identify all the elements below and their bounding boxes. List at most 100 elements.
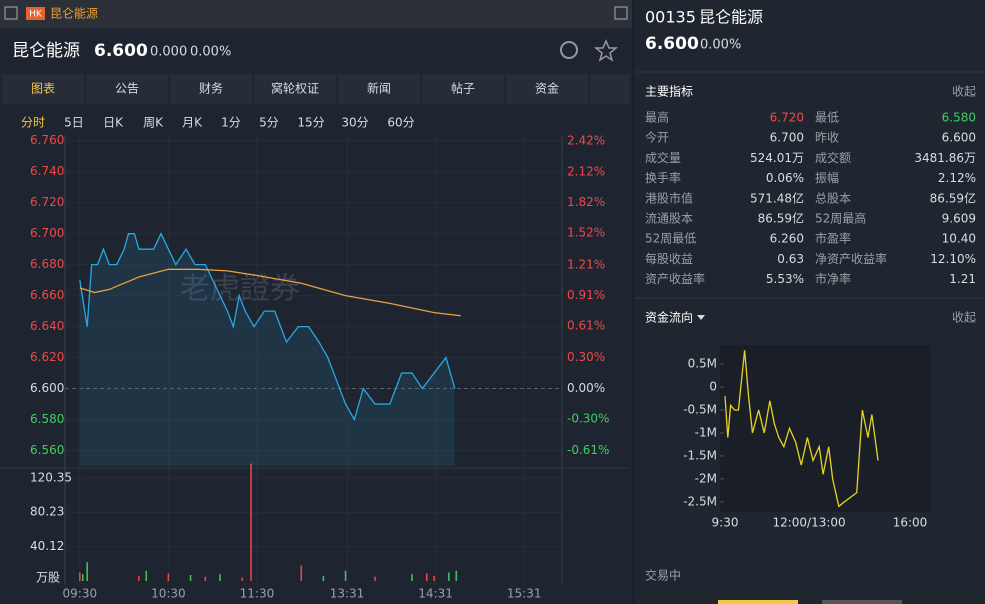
tab-label[interactable]: 帖子	[451, 81, 475, 96]
y-tick-label: 6.740	[30, 164, 64, 178]
y-tick-label: 6.680	[30, 257, 64, 271]
tab-label[interactable]: 资金	[535, 81, 559, 96]
period-option[interactable]: 分时	[21, 116, 45, 130]
x-tick-label: 9:30	[712, 516, 739, 530]
y2-tick-label: 0.91%	[567, 288, 605, 302]
indicator-value: 571.48亿	[750, 190, 804, 205]
x-tick-label: 13:31	[330, 587, 365, 601]
y2-tick-label: 1.82%	[567, 195, 605, 209]
panel-icon[interactable]	[4, 6, 18, 20]
indicator-value: 0.63	[777, 252, 804, 266]
y2-tick-label: 1.21%	[567, 257, 605, 271]
y-tick-label: 6.720	[30, 195, 64, 209]
indicator-label: 52周最低	[645, 232, 696, 246]
x-tick-label: 15:31	[507, 587, 542, 601]
average-line	[79, 268, 461, 317]
tab-title[interactable]: 昆仑能源	[50, 7, 98, 21]
y2-tick-label: -0.61%	[567, 443, 609, 457]
volume-bar	[250, 463, 252, 581]
tab-button[interactable]	[86, 74, 168, 104]
indicator-label: 市净率	[815, 271, 851, 286]
x-tick-label: 16:00	[893, 516, 928, 530]
y-tick-label: 0	[709, 380, 717, 394]
indicator-value: 0.06%	[766, 171, 804, 185]
tab-label[interactable]: 财务	[199, 81, 223, 96]
panel-icon[interactable]	[614, 6, 628, 20]
indicator-value: 9.609	[942, 212, 976, 226]
period-option[interactable]: 60分	[387, 116, 414, 130]
period-option[interactable]: 5日	[64, 116, 84, 130]
indicator-value: 6.600	[942, 131, 976, 145]
tab-button[interactable]	[2, 74, 84, 104]
badge	[26, 7, 45, 20]
volume-bar	[322, 575, 325, 581]
tab-button[interactable]	[170, 74, 252, 104]
indicator-label: 资产收益率	[645, 271, 705, 286]
indicator-value: 1.21	[949, 272, 976, 286]
stock-name: 昆仑能源	[12, 41, 80, 61]
tab-button[interactable]	[338, 74, 420, 104]
period-option[interactable]: 周K	[143, 116, 164, 130]
volume-bar	[241, 577, 244, 581]
volume-bar	[344, 570, 347, 581]
period-option[interactable]: 15分	[297, 116, 324, 130]
tab-button[interactable]	[590, 74, 630, 104]
indicator-label: 今开	[645, 130, 669, 145]
y-tick-label: 6.640	[30, 319, 64, 333]
refresh-icon[interactable]	[560, 41, 578, 59]
period-option[interactable]: 1分	[221, 116, 241, 130]
tab-label[interactable]: 公告	[115, 82, 139, 96]
volume-bar	[138, 575, 140, 581]
volume-bar	[189, 575, 192, 581]
y2-tick-label: 2.12%	[567, 164, 605, 178]
top-bar	[0, 0, 632, 28]
tab-label[interactable]: 新闻	[367, 81, 391, 96]
y-tick-label: -2.5M	[683, 494, 717, 508]
section-title[interactable]: 资金流向	[645, 310, 693, 325]
y-tick-label: 40.12	[30, 539, 64, 553]
tab-button[interactable]	[254, 74, 336, 104]
price: 6.600	[645, 34, 699, 54]
button[interactable]	[822, 600, 902, 604]
volume-bar	[204, 576, 207, 581]
axis-unit: 万股	[36, 571, 60, 585]
indicator-label: 成交额	[815, 150, 851, 165]
tab-label[interactable]: 窝轮权证	[271, 81, 319, 96]
collapse-link[interactable]: 收起	[952, 311, 976, 325]
tab-button[interactable]	[506, 74, 588, 104]
y-tick-label: 6.760	[30, 133, 64, 147]
change-pct: 0.00%	[700, 38, 741, 53]
badge-text: HK	[29, 10, 43, 20]
x-tick-label: 12:00/13:00	[772, 516, 845, 530]
y-tick-label: 80.23	[30, 505, 64, 519]
volume-bar	[433, 575, 435, 581]
indicator-value: 524.01万	[750, 151, 804, 165]
y2-tick-label: -0.30%	[567, 412, 609, 426]
tab-button[interactable]	[422, 74, 504, 104]
dropdown-arrow[interactable]	[697, 315, 705, 320]
button[interactable]	[718, 600, 798, 604]
period-option[interactable]: 月K	[182, 116, 203, 130]
star-icon[interactable]	[593, 39, 619, 62]
volume-bar	[448, 572, 450, 581]
price-line	[79, 232, 456, 422]
y2-tick-label: 2.42%	[567, 134, 605, 148]
period-option[interactable]: 30分	[341, 116, 368, 130]
indicator-label: 52周最高	[815, 211, 866, 226]
period-option[interactable]: 5分	[259, 116, 279, 130]
y-tick-label: -2M	[695, 471, 717, 485]
period-option[interactable]: 日K	[103, 116, 124, 130]
collapse-link[interactable]: 收起	[952, 85, 976, 99]
y-tick-label: 6.660	[30, 288, 64, 302]
price: 6.600	[94, 41, 148, 61]
indicator-value: 10.40	[942, 232, 976, 246]
tab-label[interactable]: 图表	[31, 82, 55, 96]
indicator-label: 昨收	[815, 131, 839, 145]
indicator-value: 6.700	[770, 131, 804, 145]
indicator-label: 流通股本	[645, 212, 693, 226]
volume-bar	[374, 576, 376, 581]
indicator-value: 6.260	[770, 232, 804, 246]
volume-bar	[425, 573, 428, 581]
indicator-label: 每股收益	[645, 251, 693, 266]
